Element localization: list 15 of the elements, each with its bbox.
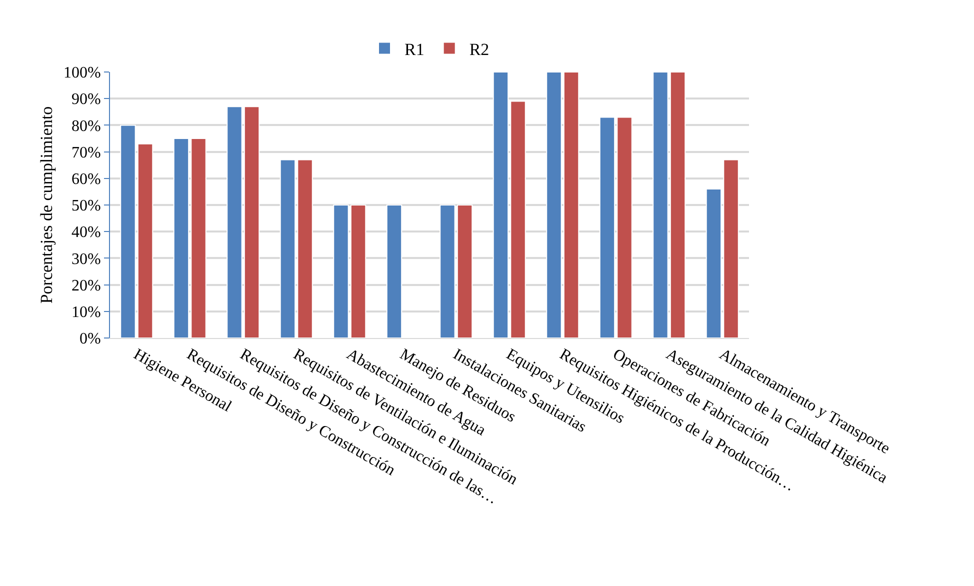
bar	[386, 204, 402, 338]
y-tick-label: 60%	[71, 171, 101, 188]
y-tick-label: 100%	[63, 64, 101, 82]
y-tick-label: 70%	[71, 144, 101, 162]
y-tick-label: 10%	[71, 304, 101, 321]
y-tick-label: 90%	[71, 91, 101, 108]
y-tick-label: 0%	[79, 330, 101, 348]
legend-label: R2	[469, 40, 490, 59]
legend-label: R1	[404, 40, 424, 59]
y-tick-label: 40%	[71, 224, 101, 242]
y-tick-label: 30%	[71, 250, 101, 268]
y-tick-label: 20%	[71, 277, 101, 294]
y-tick-label: 80%	[71, 118, 101, 135]
y-tick-label: 50%	[71, 198, 101, 215]
y-axis-title: Porcentajes de cumplimiento	[37, 106, 56, 304]
